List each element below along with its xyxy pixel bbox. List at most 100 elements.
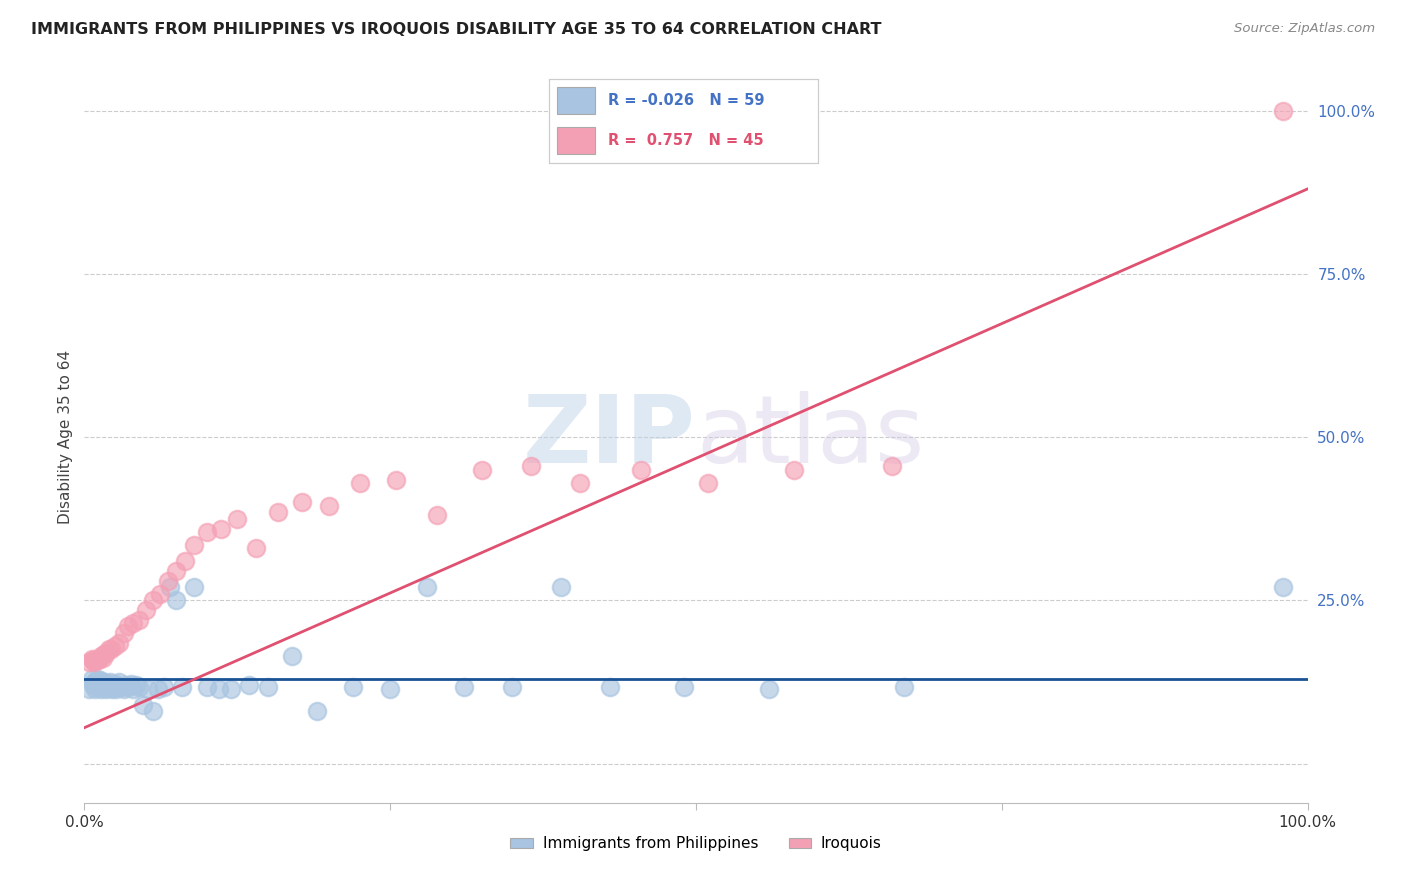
- Point: [281, 648, 304, 663]
- Point: [83, 656, 105, 670]
- Point: [128, 613, 150, 627]
- Point: [90, 648, 112, 663]
- Point: [98, 675, 121, 690]
- Point: [208, 681, 231, 696]
- Point: [110, 680, 132, 694]
- Point: [83, 675, 105, 690]
- Point: [599, 680, 621, 694]
- Text: atlas: atlas: [696, 391, 924, 483]
- Point: [87, 677, 110, 691]
- Point: [97, 680, 120, 694]
- Point: [502, 680, 524, 694]
- Point: [97, 677, 120, 691]
- Point: [318, 499, 340, 513]
- Point: [132, 698, 155, 712]
- Point: [568, 475, 591, 490]
- Point: [142, 705, 165, 719]
- Point: [172, 680, 194, 694]
- Point: [94, 680, 117, 694]
- Point: [893, 680, 915, 694]
- Point: [82, 653, 104, 667]
- Point: [245, 541, 267, 555]
- Point: [96, 681, 118, 696]
- Point: [159, 580, 181, 594]
- Point: [87, 652, 110, 666]
- Point: [97, 642, 120, 657]
- Point: [342, 680, 364, 694]
- Point: [100, 678, 122, 692]
- Point: [266, 505, 288, 519]
- Point: [117, 680, 139, 694]
- Point: [226, 512, 249, 526]
- Y-axis label: Disability Age 35 to 64: Disability Age 35 to 64: [58, 350, 73, 524]
- Point: [426, 508, 449, 523]
- Point: [86, 652, 108, 666]
- Point: [105, 678, 128, 692]
- Point: [783, 463, 806, 477]
- Point: [122, 616, 145, 631]
- Point: [87, 680, 110, 694]
- Point: [183, 580, 205, 594]
- Point: [107, 636, 129, 650]
- Point: [146, 681, 169, 696]
- Point: [142, 593, 165, 607]
- Point: [93, 675, 115, 690]
- Point: [149, 587, 172, 601]
- Point: [349, 475, 371, 490]
- Point: [90, 681, 112, 696]
- Point: [77, 681, 100, 696]
- Point: [84, 653, 107, 667]
- Point: [195, 524, 218, 539]
- Point: [135, 603, 157, 617]
- Text: IMMIGRANTS FROM PHILIPPINES VS IROQUOIS DISABILITY AGE 35 TO 64 CORRELATION CHAR: IMMIGRANTS FROM PHILIPPINES VS IROQUOIS …: [31, 22, 882, 37]
- Point: [291, 495, 314, 509]
- Point: [195, 680, 218, 694]
- Point: [77, 656, 100, 670]
- Point: [96, 646, 118, 660]
- Point: [89, 673, 111, 687]
- Point: [104, 677, 127, 691]
- Point: [112, 681, 135, 696]
- Point: [305, 705, 328, 719]
- Point: [105, 681, 128, 696]
- Point: [91, 650, 114, 665]
- Point: [453, 680, 475, 694]
- Text: ZIP: ZIP: [523, 391, 696, 483]
- Point: [112, 626, 135, 640]
- Point: [165, 593, 187, 607]
- Point: [416, 580, 439, 594]
- Point: [103, 680, 125, 694]
- Point: [758, 681, 780, 696]
- Point: [173, 554, 195, 568]
- Legend: Immigrants from Philippines, Iroquois: Immigrants from Philippines, Iroquois: [505, 830, 887, 857]
- Point: [128, 680, 150, 694]
- Point: [153, 680, 176, 694]
- Point: [880, 459, 903, 474]
- Point: [1272, 103, 1295, 118]
- Point: [156, 574, 179, 588]
- Point: [238, 678, 260, 692]
- Point: [120, 677, 142, 691]
- Point: [84, 681, 107, 696]
- Point: [257, 680, 280, 694]
- Point: [122, 681, 145, 696]
- Point: [86, 672, 108, 686]
- Point: [107, 675, 129, 690]
- Point: [165, 564, 187, 578]
- Point: [136, 681, 159, 696]
- Point: [520, 459, 543, 474]
- Point: [91, 678, 114, 692]
- Point: [82, 678, 104, 692]
- Text: Source: ZipAtlas.com: Source: ZipAtlas.com: [1234, 22, 1375, 36]
- Point: [100, 642, 122, 657]
- Point: [115, 678, 138, 692]
- Point: [697, 475, 720, 490]
- Point: [672, 680, 695, 694]
- Point: [209, 521, 232, 535]
- Point: [183, 538, 205, 552]
- Point: [104, 639, 127, 653]
- Point: [630, 463, 652, 477]
- Point: [101, 681, 124, 696]
- Point: [1272, 580, 1295, 594]
- Point: [80, 652, 103, 666]
